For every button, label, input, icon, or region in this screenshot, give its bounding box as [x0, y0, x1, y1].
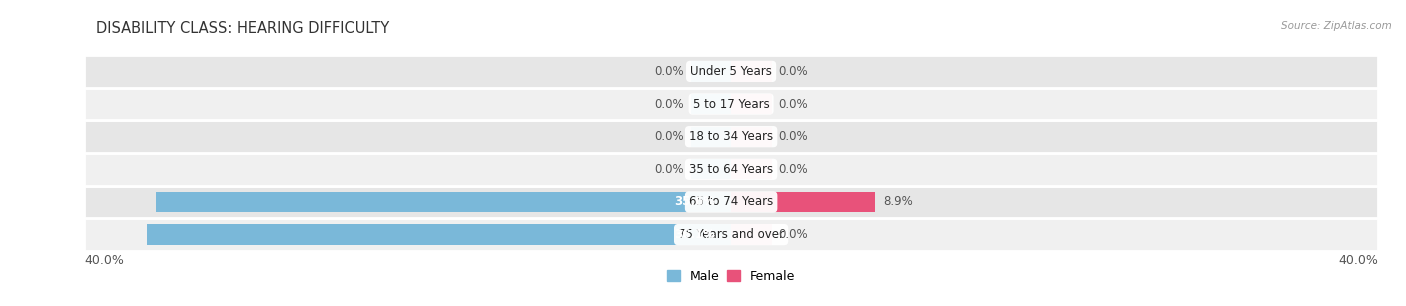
- Text: DISABILITY CLASS: HEARING DIFFICULTY: DISABILITY CLASS: HEARING DIFFICULTY: [96, 21, 389, 36]
- Bar: [731, 61, 772, 81]
- Bar: [690, 94, 731, 114]
- Text: 8.9%: 8.9%: [883, 196, 912, 208]
- Text: 0.0%: 0.0%: [778, 163, 807, 176]
- Text: 0.0%: 0.0%: [778, 98, 807, 110]
- Bar: [84, 120, 1378, 153]
- Text: 36.1%: 36.1%: [673, 228, 716, 241]
- Text: 0.0%: 0.0%: [778, 65, 807, 78]
- Text: 18 to 34 Years: 18 to 34 Years: [689, 130, 773, 143]
- Text: 65 to 74 Years: 65 to 74 Years: [689, 196, 773, 208]
- Bar: [690, 159, 731, 179]
- Text: 0.0%: 0.0%: [655, 163, 685, 176]
- Bar: [731, 94, 772, 114]
- Bar: [690, 127, 731, 147]
- Text: 5 to 17 Years: 5 to 17 Years: [693, 98, 769, 110]
- Text: 35.6%: 35.6%: [673, 196, 716, 208]
- Text: 35 to 64 Years: 35 to 64 Years: [689, 163, 773, 176]
- Text: Under 5 Years: Under 5 Years: [690, 65, 772, 78]
- Bar: [84, 218, 1378, 251]
- Bar: [731, 192, 875, 212]
- Bar: [731, 225, 772, 245]
- Text: 0.0%: 0.0%: [655, 98, 685, 110]
- Text: 75 Years and over: 75 Years and over: [678, 228, 785, 241]
- Bar: [690, 61, 731, 81]
- Text: 0.0%: 0.0%: [655, 130, 685, 143]
- Bar: [84, 153, 1378, 186]
- Text: 0.0%: 0.0%: [778, 130, 807, 143]
- Legend: Male, Female: Male, Female: [662, 265, 800, 288]
- Text: 40.0%: 40.0%: [1339, 254, 1378, 267]
- Text: 0.0%: 0.0%: [655, 65, 685, 78]
- Text: 0.0%: 0.0%: [778, 228, 807, 241]
- Bar: [84, 55, 1378, 88]
- Bar: [84, 88, 1378, 120]
- Bar: [731, 159, 772, 179]
- Bar: [84, 186, 1378, 218]
- Text: Source: ZipAtlas.com: Source: ZipAtlas.com: [1281, 21, 1392, 32]
- Bar: [731, 127, 772, 147]
- Bar: [148, 225, 731, 245]
- Bar: [156, 192, 731, 212]
- Text: 40.0%: 40.0%: [84, 254, 124, 267]
